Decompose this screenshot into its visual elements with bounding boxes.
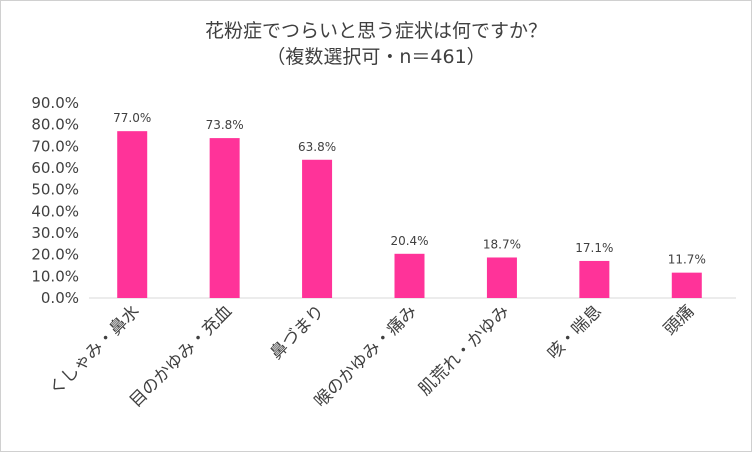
- y-tick-label: 40.0%: [31, 202, 79, 220]
- y-tick-label: 20.0%: [31, 246, 79, 264]
- y-tick-label: 10.0%: [31, 267, 79, 285]
- bar: [394, 253, 425, 298]
- data-label: 77.0%: [113, 111, 151, 125]
- y-tick-label: 70.0%: [31, 137, 79, 155]
- y-tick-label: 60.0%: [31, 159, 79, 177]
- x-tick-label: 頭痛: [660, 301, 698, 339]
- chart-title: 花粉症でつらいと思う症状は何ですか？: [204, 20, 547, 42]
- x-tick-label: 咳・喘息: [544, 301, 606, 363]
- y-tick-label: 30.0%: [31, 224, 79, 242]
- bar: [117, 131, 148, 298]
- x-tick-label: 鼻づまり: [266, 301, 328, 363]
- x-tick-label: 肌荒れ・かゆみ: [415, 301, 513, 399]
- bar: [209, 138, 240, 298]
- data-label: 73.8%: [206, 118, 244, 132]
- data-label: 63.8%: [298, 140, 336, 154]
- y-tick-label: 0.0%: [41, 289, 79, 307]
- data-label: 11.7%: [668, 253, 706, 267]
- bar: [671, 272, 702, 298]
- data-label: 20.4%: [390, 234, 428, 248]
- x-tick-label: くしゃみ・鼻水: [45, 301, 143, 399]
- data-label: 17.1%: [575, 241, 613, 255]
- bar: [302, 159, 333, 298]
- y-tick-label: 90.0%: [31, 94, 79, 112]
- bar: [486, 257, 517, 298]
- data-label: 18.7%: [483, 237, 521, 251]
- x-tick-label: 目のかゆみ・充血: [126, 301, 236, 411]
- y-tick-label: 50.0%: [31, 181, 79, 199]
- chart-subtitle: （複数選択可・n＝461）: [266, 46, 486, 68]
- x-tick-label: 喉のかゆみ・痛み: [311, 301, 421, 411]
- bar: [579, 260, 610, 298]
- y-tick-label: 80.0%: [31, 116, 79, 134]
